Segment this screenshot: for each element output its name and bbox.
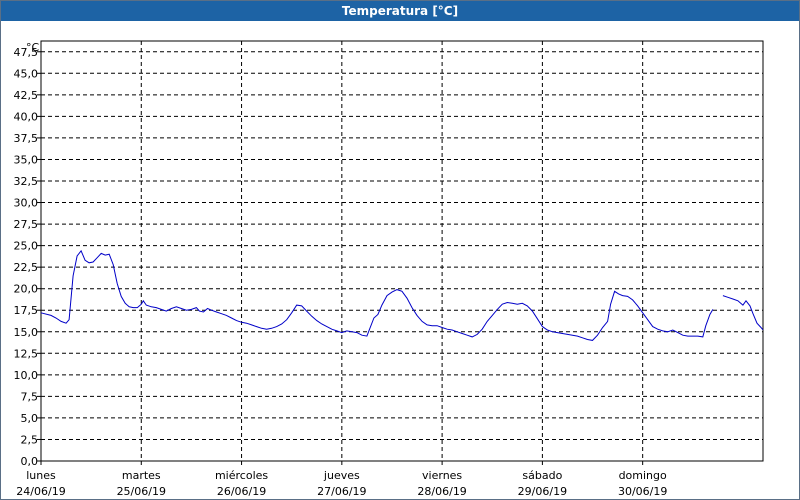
axis-labels: °C 0,0 2,5 5,0 7,5 10,0 12,5 15,0 17,5 20,0 22,5 2… [14, 41, 668, 498]
y-tick-label: 22,5 [14, 261, 39, 274]
y-tick-label: 45,0 [14, 67, 39, 80]
y-tick-label: 7,5 [21, 390, 39, 403]
x-date-label: 28/06/19 [417, 485, 466, 498]
x-weekday-label: domingo [619, 469, 667, 482]
x-weekday-label: martes [122, 469, 161, 482]
y-tick-label: 35,0 [14, 153, 39, 166]
y-unit-label: °C [26, 41, 40, 54]
x-date-label: 29/06/19 [518, 485, 567, 498]
plot-area [40, 40, 764, 462]
window-title: Temperatura [°C] [341, 4, 459, 18]
x-weekday-label: lunes [26, 469, 56, 482]
y-tick-label: 37,5 [14, 132, 39, 145]
y-tick-label: 2,5 [21, 433, 39, 446]
y-tick-label: 5,0 [21, 412, 39, 425]
x-date-label: 26/06/19 [217, 485, 266, 498]
series-line [40, 249, 764, 341]
x-date-label: 27/06/19 [317, 485, 366, 498]
y-tick-label: 25,0 [14, 240, 39, 253]
y-tick-label: 12,5 [14, 347, 39, 360]
y-tick-label: 42,5 [14, 89, 39, 102]
x-weekday-label: jueves [323, 469, 360, 482]
x-weekday-label: viernes [422, 469, 462, 482]
y-tick-label: 10,0 [14, 369, 39, 382]
x-date-label: 25/06/19 [117, 485, 166, 498]
x-date-label: 24/06/19 [16, 485, 65, 498]
y-tick-label: 27,5 [14, 218, 39, 231]
y-tick-label: 20,0 [14, 283, 39, 296]
y-tick-label: 30,0 [14, 197, 39, 210]
window-title-bar: Temperatura [°C] [1, 1, 799, 21]
temperature-line-segment [40, 249, 714, 341]
y-tick-label: 17,5 [14, 304, 39, 317]
temperature-line-segment [722, 295, 764, 331]
x-date-label: 30/06/19 [618, 485, 667, 498]
x-weekday-label: miércoles [215, 469, 268, 482]
y-tick-label: 32,5 [14, 175, 39, 188]
y-tick-label: 0,0 [21, 455, 39, 468]
y-tick-label: 47,5 [14, 46, 39, 59]
grid-lines [37, 41, 763, 465]
y-tick-label: 15,0 [14, 326, 39, 339]
y-tick-label: 40,0 [14, 110, 39, 123]
x-weekday-label: sábado [522, 469, 562, 482]
